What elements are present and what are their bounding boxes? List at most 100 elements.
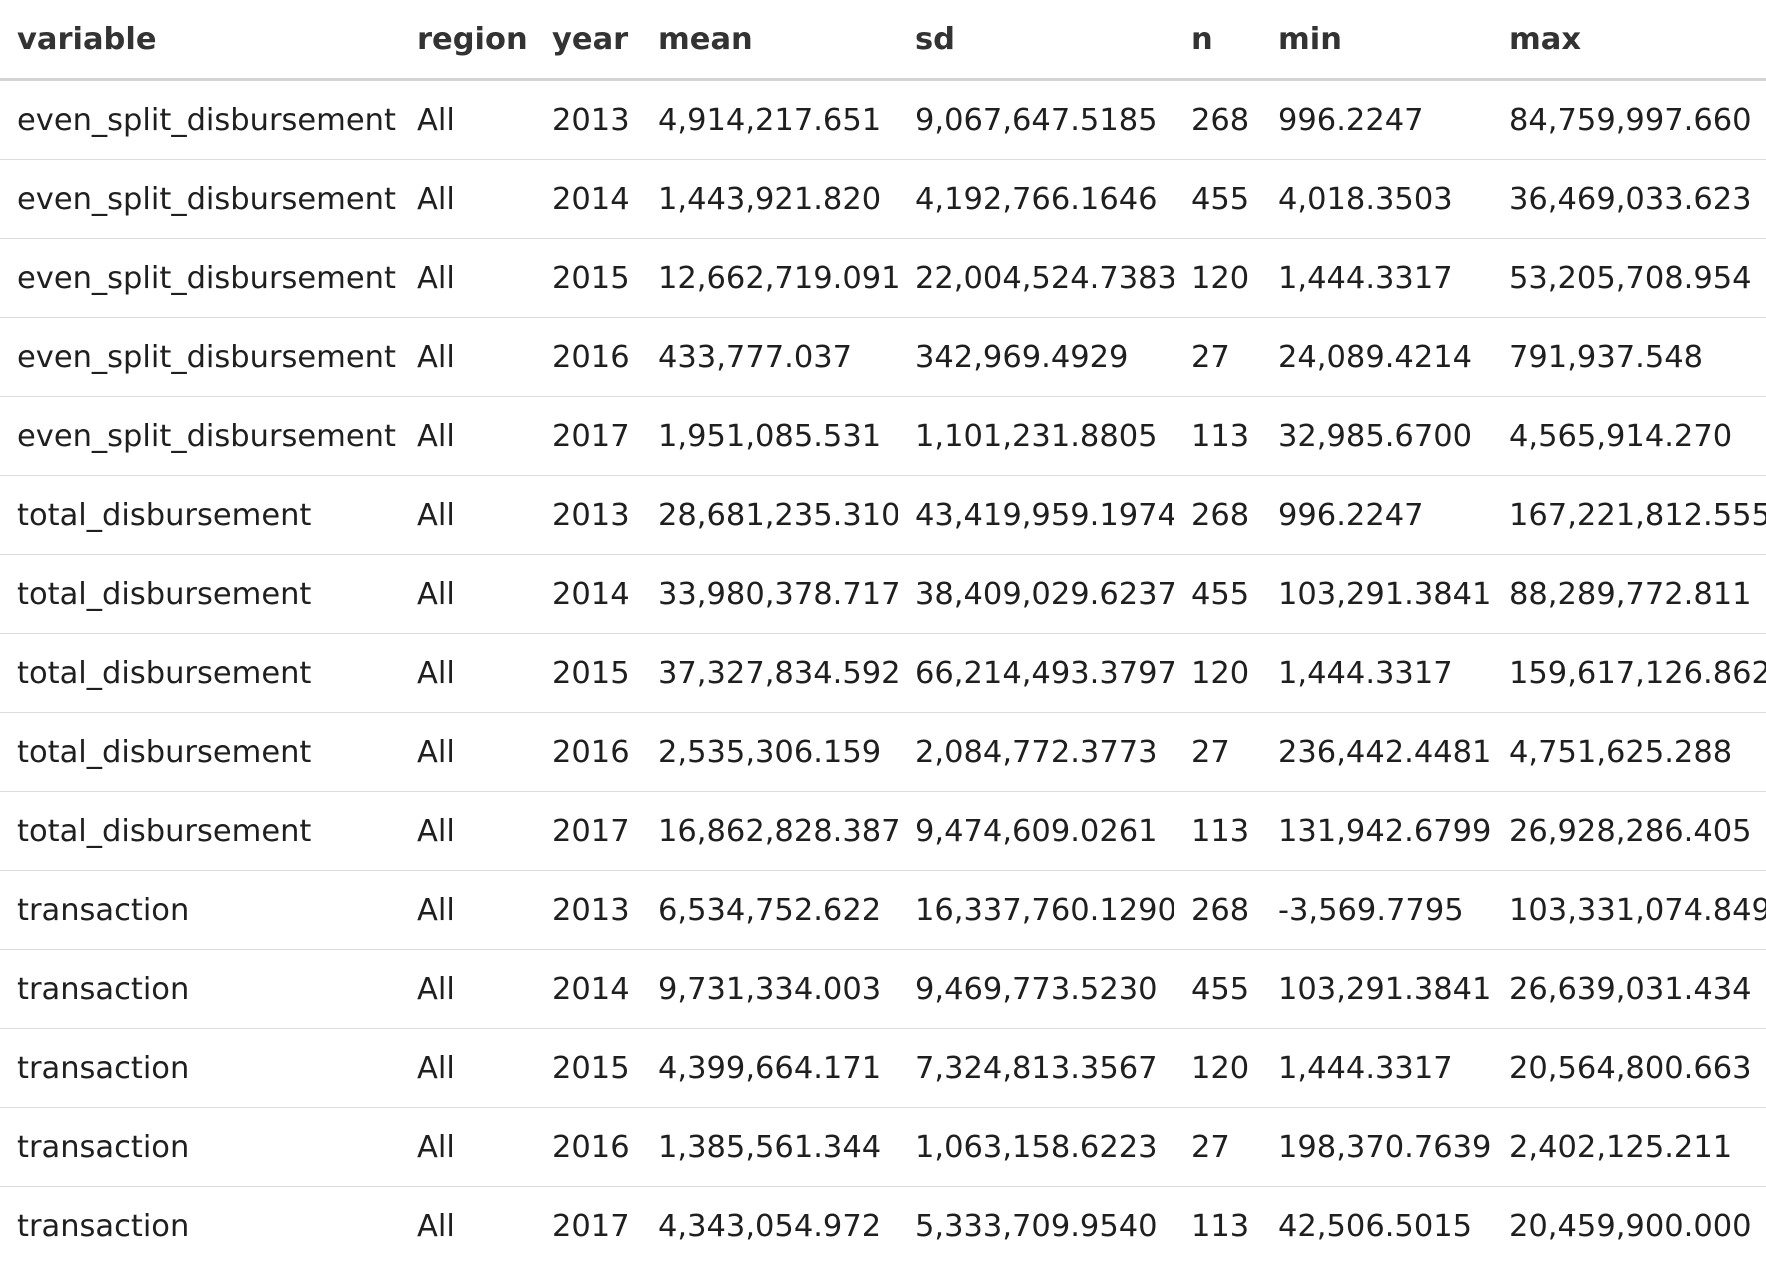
- column-header-year: year: [535, 0, 641, 81]
- min-cell: 236,442.4481: [1261, 712, 1492, 792]
- table-row: transaction All 2017 4,343,054.972 5,333,709…: [0, 1187, 1766, 1266]
- column-header-region: region: [400, 0, 535, 81]
- mean-cell: 1,385,561.344: [641, 1107, 898, 1187]
- table-row: even_split_disbursement All 2016 433,777.03…: [0, 317, 1766, 397]
- table-row: total_disbursement All 2015 37,327,834.592 6…: [0, 633, 1766, 713]
- region-cell: All: [400, 554, 535, 634]
- variable-cell: transaction: [0, 1028, 400, 1108]
- region-cell: All: [400, 1028, 535, 1108]
- region-cell: All: [400, 79, 535, 160]
- min-cell: 32,985.6700: [1261, 396, 1492, 476]
- min-cell: 4,018.3503: [1261, 159, 1492, 239]
- sd-cell: 2,084,772.3773: [898, 712, 1174, 792]
- min-cell: 131,942.6799: [1261, 791, 1492, 871]
- table-row: transaction All 2015 4,399,664.171 7,324,813…: [0, 1028, 1766, 1108]
- table-row: even_split_disbursement All 2013 4,914,217.…: [0, 79, 1766, 160]
- region-cell: All: [400, 791, 535, 871]
- min-cell: 1,444.3317: [1261, 633, 1492, 713]
- variable-cell: total_disbursement: [0, 554, 400, 634]
- sd-cell: 4,192,766.1646: [898, 159, 1174, 239]
- mean-cell: 16,862,828.387: [641, 791, 898, 871]
- max-cell: 26,639,031.434: [1492, 949, 1766, 1029]
- max-cell: 26,928,286.405: [1492, 791, 1766, 871]
- max-cell: 159,617,126.862: [1492, 633, 1766, 713]
- min-cell: -3,569.7795: [1261, 870, 1492, 950]
- sd-cell: 1,101,231.8805: [898, 396, 1174, 476]
- sd-cell: 1,063,158.6223: [898, 1107, 1174, 1187]
- variable-cell: even_split_disbursement: [0, 317, 400, 397]
- region-cell: All: [400, 949, 535, 1029]
- region-cell: All: [400, 238, 535, 318]
- region-cell: All: [400, 633, 535, 713]
- variable-cell: total_disbursement: [0, 475, 400, 555]
- year-cell: 2015: [535, 1028, 641, 1108]
- table-row: total_disbursement All 2014 33,980,378.717 3…: [0, 554, 1766, 634]
- max-cell: 36,469,033.623: [1492, 159, 1766, 239]
- table-row: total_disbursement All 2013 28,681,235.310 4…: [0, 475, 1766, 555]
- year-cell: 2017: [552, 1208, 630, 1244]
- n-cell: 455: [1174, 554, 1261, 634]
- max-cell: 84,759,997.660: [1492, 79, 1766, 160]
- table-header-row: variable region year mean sd n min max: [0, 0, 1766, 81]
- max-cell: 2,402,125.211: [1492, 1107, 1766, 1187]
- table-row: total_disbursement All 2016 2,535,306.159 2,…: [0, 712, 1766, 792]
- min-cell: 103,291.3841: [1261, 554, 1492, 634]
- column-header-sd: sd: [898, 0, 1174, 81]
- n-cell: 120: [1174, 238, 1261, 318]
- table-row: even_split_disbursement All 2017 1,951,085.…: [0, 396, 1766, 476]
- min-cell: 996.2247: [1261, 79, 1492, 160]
- mean-cell: 1,951,085.531: [641, 396, 898, 476]
- region-cell: All: [400, 870, 535, 950]
- year-cell: 2016: [535, 1107, 641, 1187]
- n-cell: 113: [1174, 396, 1261, 476]
- mean-cell: 433,777.037: [641, 317, 898, 397]
- sd-cell: 9,474,609.0261: [898, 791, 1174, 871]
- year-cell: 2013: [535, 870, 641, 950]
- mean-cell: 4,399,664.171: [641, 1028, 898, 1108]
- max-cell: 53,205,708.954: [1492, 238, 1766, 318]
- n-cell: 268: [1174, 79, 1261, 160]
- variable-cell: transaction: [0, 949, 400, 1029]
- year-cell: 2014: [535, 554, 641, 634]
- min-cell: 996.2247: [1261, 475, 1492, 555]
- year-cell: 2014: [535, 949, 641, 1029]
- sd-cell: 38,409,029.6237: [898, 554, 1174, 634]
- mean-cell: 1,443,921.820: [641, 159, 898, 239]
- year-cell: 2016: [535, 712, 641, 792]
- year-cell: 2015: [535, 238, 641, 318]
- mean-cell: 2,535,306.159: [641, 712, 898, 792]
- max-cell: 167,221,812.555: [1492, 475, 1766, 555]
- sd-cell: 5,333,709.9540: [915, 1208, 1158, 1244]
- min-cell: 198,370.7639: [1261, 1107, 1492, 1187]
- n-cell: 268: [1174, 475, 1261, 555]
- sd-cell: 342,969.4929: [898, 317, 1174, 397]
- column-header-min: min: [1261, 0, 1492, 81]
- mean-cell: 28,681,235.310: [641, 475, 898, 555]
- region-cell: All: [400, 1107, 535, 1187]
- sd-cell: 9,067,647.5185: [898, 79, 1174, 160]
- variable-cell: even_split_disbursement: [0, 159, 400, 239]
- sd-cell: 66,214,493.3797: [898, 633, 1174, 713]
- n-cell: 27: [1174, 1107, 1261, 1187]
- n-cell: 120: [1174, 633, 1261, 713]
- region-cell: All: [417, 1208, 455, 1244]
- table-row: total_disbursement All 2017 16,862,828.387 9…: [0, 791, 1766, 871]
- sd-cell: 43,419,959.1974: [898, 475, 1174, 555]
- min-cell: 24,089.4214: [1261, 317, 1492, 397]
- year-cell: 2013: [535, 79, 641, 160]
- variable-cell: total_disbursement: [0, 633, 400, 713]
- n-cell: 455: [1174, 159, 1261, 239]
- n-cell: 113: [1174, 791, 1261, 871]
- mean-cell: 12,662,719.091: [641, 238, 898, 318]
- region-cell: All: [400, 317, 535, 397]
- table-row: even_split_disbursement All 2015 12,662,719…: [0, 238, 1766, 318]
- variable-cell: transaction: [17, 1208, 190, 1244]
- sd-cell: 9,469,773.5230: [898, 949, 1174, 1029]
- table-row: even_split_disbursement All 2014 1,443,921.…: [0, 159, 1766, 239]
- mean-cell: 4,343,054.972: [658, 1208, 882, 1244]
- year-cell: 2016: [535, 317, 641, 397]
- n-cell: 27: [1174, 317, 1261, 397]
- region-cell: All: [400, 396, 535, 476]
- mean-cell: 4,914,217.651: [641, 79, 898, 160]
